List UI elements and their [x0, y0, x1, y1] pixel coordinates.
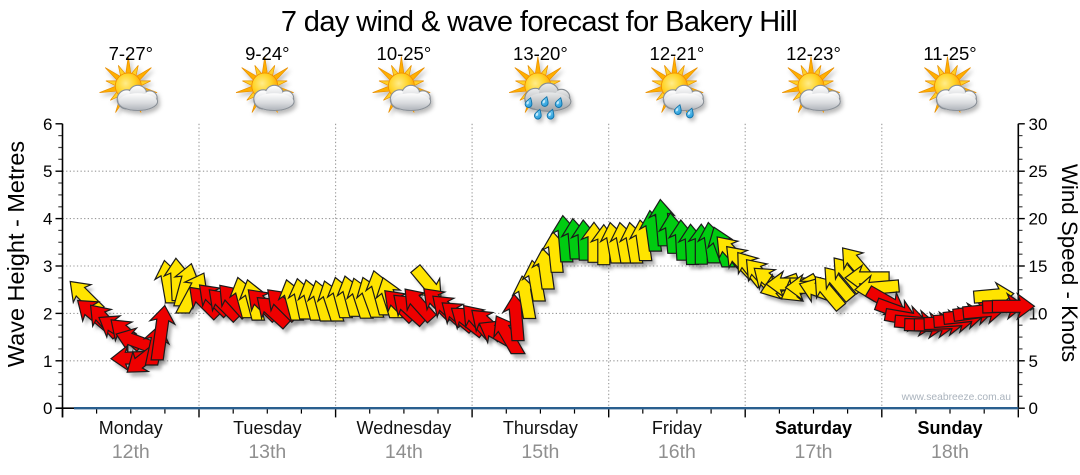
svg-text:www.seabreeze.com.au: www.seabreeze.com.au — [901, 392, 1012, 403]
svg-text:7 day wind & wave forecast for: 7 day wind & wave forecast for Bakery Hi… — [281, 6, 797, 38]
svg-text:Wind Speed - Knots: Wind Speed - Knots — [1057, 164, 1080, 362]
svg-text:12-23°: 12-23° — [786, 43, 841, 64]
svg-text:25: 25 — [1029, 162, 1048, 181]
svg-text:12th: 12th — [112, 441, 150, 463]
svg-text:13-20°: 13-20° — [513, 43, 568, 64]
svg-text:11-25°: 11-25° — [923, 43, 976, 64]
svg-text:4: 4 — [43, 210, 52, 229]
svg-text:Thursday: Thursday — [503, 418, 578, 438]
svg-text:5: 5 — [1029, 352, 1038, 371]
svg-text:5: 5 — [43, 162, 52, 181]
svg-text:0: 0 — [1029, 399, 1038, 418]
svg-text:15: 15 — [1029, 257, 1048, 276]
svg-text:Sunday: Sunday — [917, 418, 982, 438]
svg-text:Wave Height - Metres: Wave Height - Metres — [3, 141, 29, 367]
svg-text:16th: 16th — [658, 441, 696, 463]
svg-text:3: 3 — [43, 257, 52, 276]
svg-text:1: 1 — [43, 352, 52, 371]
svg-text:Saturday: Saturday — [775, 418, 852, 438]
svg-text:12-21°: 12-21° — [650, 43, 705, 64]
svg-text:Monday: Monday — [99, 418, 163, 438]
svg-text:6: 6 — [43, 115, 52, 134]
svg-text:17th: 17th — [795, 441, 833, 463]
svg-text:Wednesday: Wednesday — [357, 418, 452, 438]
svg-text:7-27°: 7-27° — [109, 43, 153, 64]
svg-text:9-24°: 9-24° — [245, 43, 289, 64]
svg-text:Tuesday: Tuesday — [233, 418, 301, 438]
svg-text:30: 30 — [1029, 115, 1048, 134]
svg-text:13th: 13th — [248, 441, 286, 463]
svg-text:14th: 14th — [385, 441, 423, 463]
svg-text:20: 20 — [1029, 210, 1048, 229]
svg-text:2: 2 — [43, 304, 52, 323]
svg-text:Friday: Friday — [652, 418, 702, 438]
svg-text:10-25°: 10-25° — [377, 43, 432, 64]
svg-text:0: 0 — [43, 399, 52, 418]
svg-text:15th: 15th — [521, 441, 559, 463]
svg-text:18th: 18th — [931, 441, 969, 463]
